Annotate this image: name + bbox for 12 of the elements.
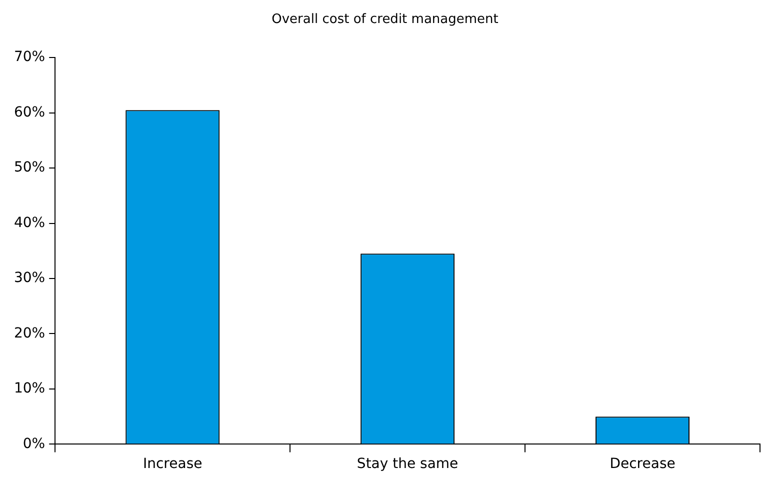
y-tick-label: 60% — [14, 104, 46, 120]
y-tick-label: 70% — [14, 49, 46, 66]
y-tick-label: 50% — [14, 160, 46, 176]
y-tick-label: 30% — [14, 270, 46, 286]
y-tick-label: 0% — [22, 436, 46, 452]
x-tick-label: Decrease — [610, 456, 676, 472]
y-tick-label: 10% — [14, 380, 46, 397]
y-tick-label: 20% — [14, 325, 46, 342]
x-tick-label: Stay the same — [356, 456, 458, 472]
chart-title: Overall cost of credit management — [272, 12, 498, 28]
x-tick-label: Increase — [142, 456, 202, 472]
y-tick-label: 40% — [14, 214, 46, 231]
